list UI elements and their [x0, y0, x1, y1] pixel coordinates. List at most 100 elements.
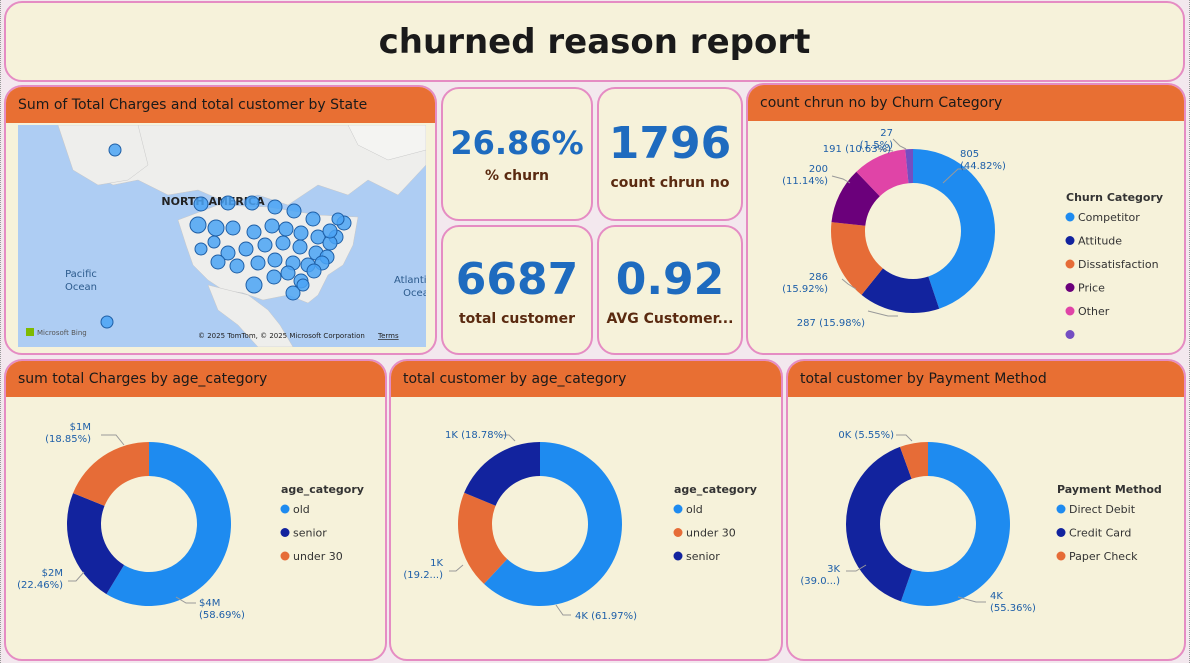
state-bubble[interactable] — [108, 143, 122, 157]
label-leader — [877, 148, 894, 152]
state-bubble[interactable] — [278, 221, 294, 237]
legend-item[interactable]: Dissatisfaction — [1078, 258, 1159, 271]
legend-marker[interactable] — [280, 551, 290, 561]
legend-item[interactable]: Other — [1078, 305, 1110, 318]
state-bubble[interactable] — [267, 199, 283, 215]
state-bubble[interactable] — [207, 235, 221, 249]
donut-slice[interactable] — [106, 442, 232, 606]
donut-slice[interactable] — [899, 442, 928, 479]
legend-marker[interactable] — [1056, 504, 1066, 514]
state-bubble[interactable] — [267, 252, 283, 268]
legend-marker[interactable] — [673, 504, 683, 514]
kpi-churn-pct[interactable]: 26.86% % churn — [441, 87, 593, 221]
legend-item[interactable]: senior — [293, 527, 327, 540]
state-bubble[interactable] — [207, 219, 225, 237]
kpi-total-customer[interactable]: 6687 total customer — [441, 225, 593, 355]
donut-slice[interactable] — [483, 442, 622, 606]
legend-marker[interactable] — [1065, 259, 1075, 269]
state-bubble[interactable] — [100, 315, 114, 329]
donut-slice[interactable] — [831, 171, 880, 226]
state-bubble[interactable] — [229, 258, 245, 274]
donut-slice[interactable] — [856, 149, 909, 197]
map-bubbles[interactable] — [100, 143, 352, 329]
data-label: (15.92%) — [782, 284, 828, 295]
state-bubble[interactable] — [292, 239, 308, 255]
legend-item[interactable]: under 30 — [293, 550, 343, 563]
state-bubble[interactable] — [225, 220, 241, 236]
state-bubble[interactable] — [275, 235, 291, 251]
legend-marker[interactable] — [673, 528, 683, 537]
state-bubble[interactable] — [250, 255, 266, 271]
state-bubble[interactable] — [305, 211, 321, 227]
donut-slice[interactable] — [846, 446, 913, 602]
state-bubble[interactable] — [266, 269, 282, 285]
state-bubble[interactable] — [264, 218, 280, 234]
legend-marker[interactable] — [1065, 236, 1075, 245]
state-bubble[interactable] — [210, 254, 226, 270]
state-bubble[interactable] — [189, 216, 207, 234]
legend-marker[interactable] — [1065, 330, 1075, 339]
legend-marker[interactable] — [280, 528, 290, 537]
state-bubble[interactable] — [244, 195, 260, 211]
legend-marker[interactable] — [1056, 551, 1066, 561]
donut-slice[interactable] — [861, 268, 940, 313]
data-label: (58.69%) — [199, 610, 245, 621]
label-leader — [68, 571, 85, 582]
data-label: 4K (61.97%) — [575, 611, 637, 622]
donut-slice[interactable] — [905, 149, 913, 184]
label-leader — [841, 278, 857, 290]
churn-category-card[interactable]: count chrun no by Churn Category 805 (44.… — [746, 83, 1186, 355]
legend-item[interactable]: Attitude — [1078, 235, 1122, 248]
state-bubble[interactable] — [238, 241, 254, 257]
state-bubble[interactable] — [193, 196, 209, 212]
map-card[interactable]: Sum of Total Charges and total customer … — [4, 85, 437, 355]
legend-marker[interactable] — [1065, 212, 1075, 222]
legend-marker[interactable] — [1056, 528, 1066, 537]
state-bubble[interactable] — [285, 285, 301, 301]
state-bubble[interactable] — [220, 195, 236, 211]
data-label: 4K — [990, 591, 1003, 602]
charges-age-card[interactable]: sum total Charges by age_category $4M (58… — [4, 359, 387, 661]
legend-marker[interactable] — [1065, 283, 1075, 292]
state-bubble[interactable] — [296, 278, 310, 292]
donut-slice[interactable] — [464, 442, 540, 506]
state-bubble[interactable] — [331, 212, 345, 226]
data-label: (19.2...) — [403, 570, 443, 581]
customer-payment-card[interactable]: total customer by Payment Method 4K (55.3… — [786, 359, 1186, 661]
legend-item[interactable]: under 30 — [686, 527, 736, 540]
kpi-count-churn[interactable]: 1796 count chrun no — [597, 87, 743, 221]
legend-item[interactable]: Credit Card — [1069, 527, 1131, 540]
state-bubble[interactable] — [310, 229, 326, 245]
donut-slice[interactable] — [458, 492, 508, 584]
state-bubble[interactable] — [246, 224, 262, 240]
legend-marker[interactable] — [673, 551, 683, 561]
kpi-avg-customer[interactable]: 0.92 AVG Customer... — [597, 225, 743, 355]
data-label: 286 — [809, 272, 828, 283]
state-map[interactable]: NORTH AMERICA Pacific Ocean Atlantic Oce… — [18, 125, 426, 347]
map-terms: Terms — [377, 332, 399, 340]
state-bubble[interactable] — [306, 263, 322, 279]
donut-slice[interactable] — [831, 222, 883, 295]
state-bubble[interactable] — [322, 223, 338, 239]
legend-item[interactable]: Direct Debit — [1069, 503, 1136, 516]
customer-age-card[interactable]: total customer by age_category 4K (61.97… — [389, 359, 783, 661]
legend-marker[interactable] — [1065, 306, 1075, 316]
state-bubble[interactable] — [220, 245, 236, 261]
legend-item[interactable]: senior — [686, 550, 720, 563]
legend-item[interactable]: old — [293, 503, 310, 516]
donut-slice[interactable] — [67, 493, 125, 595]
donut-slice[interactable] — [913, 149, 995, 309]
legend-item[interactable]: old — [686, 503, 703, 516]
state-bubble[interactable] — [257, 237, 273, 253]
legend-item[interactable]: Price — [1078, 282, 1105, 295]
state-bubble[interactable] — [194, 242, 208, 256]
state-bubble[interactable] — [293, 225, 309, 241]
state-bubble[interactable] — [280, 265, 296, 281]
donut-slice[interactable] — [900, 442, 1010, 606]
state-bubble[interactable] — [245, 276, 263, 294]
legend-item[interactable]: Paper Check — [1069, 550, 1138, 563]
legend-marker[interactable] — [280, 504, 290, 514]
legend-item[interactable]: Competitor — [1078, 211, 1140, 224]
donut-slice[interactable] — [73, 442, 149, 506]
state-bubble[interactable] — [286, 203, 302, 219]
